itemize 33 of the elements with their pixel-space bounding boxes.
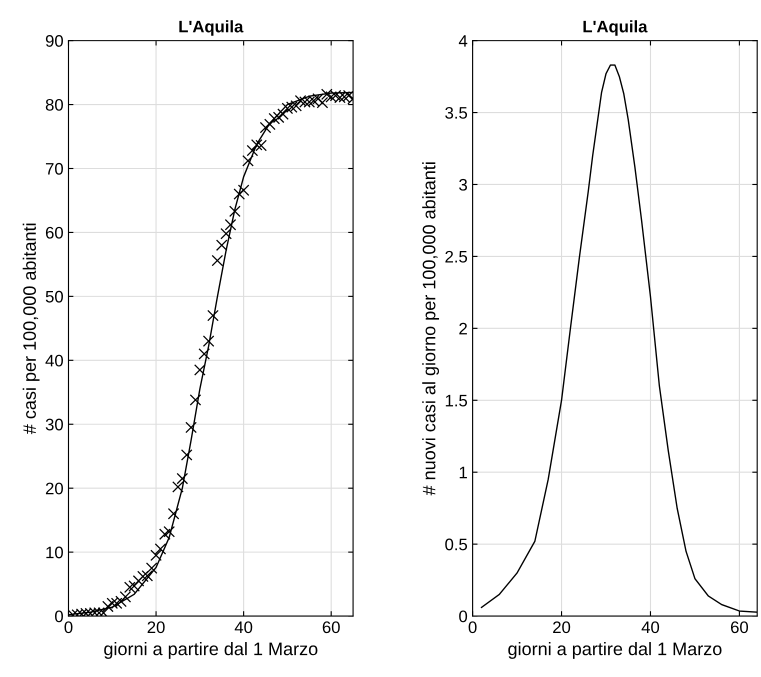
y-tick-label: 1 (460, 466, 467, 478)
y-tick-label: 80 (46, 98, 63, 111)
y-tick-label: 60 (46, 226, 63, 239)
x-tick-label: 20 (553, 621, 570, 634)
y-tick-label: 0.5 (445, 538, 468, 550)
y-tick-label: 2 (459, 322, 467, 334)
x-tick-label: 60 (322, 621, 340, 634)
y-tick-label: 50 (46, 290, 63, 303)
y-tick-label: 0 (459, 610, 468, 622)
y-axis-title: # nuovi casi al giorno per 100,000 abitanti (422, 162, 440, 496)
y-tick-label: 0 (55, 610, 63, 622)
y-axis-title: # casi per 100,000 abitanti (22, 224, 40, 434)
x-tick-label: 40 (642, 621, 660, 634)
y-tick-label: 10 (46, 546, 63, 558)
y-tick-label: 30 (46, 418, 63, 430)
y-tick-label: 4 (458, 35, 468, 47)
x-tick-label: 0 (468, 621, 477, 634)
chart-title: L'Aquila (583, 20, 648, 36)
y-tick-label: 3 (459, 178, 468, 191)
x-tick-label: 40 (234, 621, 252, 634)
x-tick-label: 20 (148, 621, 165, 634)
x-tick-label: 0 (64, 621, 72, 634)
x-axis-title: giorni a partire dal 1 Marzo (104, 642, 318, 659)
y-tick-label: 3.5 (445, 106, 468, 119)
x-axis-title: giorni a partire dal 1 Marzo (508, 642, 722, 659)
y-tick-label: 20 (46, 482, 63, 494)
x-tick-label: 60 (730, 621, 748, 634)
y-tick-label: 90 (46, 35, 63, 47)
y-tick-label: 2.5 (445, 250, 468, 263)
y-tick-label: 40 (45, 354, 63, 367)
y-tick-label: 1.5 (446, 394, 468, 406)
y-tick-label: 70 (46, 162, 63, 175)
chart-title: L'Aquila (179, 20, 244, 36)
